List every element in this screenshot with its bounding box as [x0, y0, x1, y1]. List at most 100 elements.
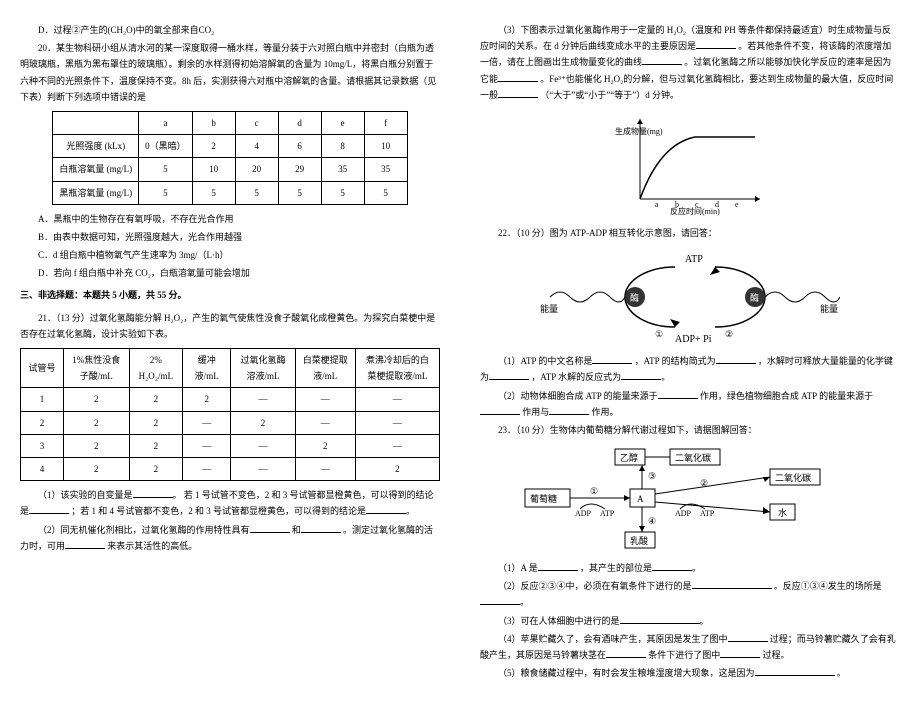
blank	[692, 578, 772, 589]
left-column: D．过程②产生的(CH₂O)中的氧全部来自CO₂ 20．某生物科研小组从清水河的…	[20, 20, 440, 683]
blank	[696, 38, 736, 49]
q23-2: （2）反应②③④中，必须在有氧条件下进行的是 。反应①③④发生的场所是。	[480, 578, 900, 610]
cell: b	[192, 111, 235, 134]
energy-left: 能量	[540, 303, 558, 314]
cell: —	[183, 411, 231, 434]
blank	[642, 54, 682, 65]
q20-b: B．由表中数据可知，光照强度越大，光合作用越强	[20, 229, 440, 245]
atp-label: ATP	[685, 254, 703, 265]
cell: 5	[139, 158, 193, 181]
cell: 10	[364, 135, 407, 158]
atp1: ATP	[600, 509, 615, 518]
text: ；若 1 和 4 号试管都不变色，2 和 3 号试管都显橙黄色，可以得到的结论是	[71, 506, 366, 516]
water: 水	[778, 507, 787, 518]
tick: e	[735, 200, 739, 209]
cell: 29	[278, 158, 321, 181]
cell: 20	[235, 158, 278, 181]
co2-2: 二氧化碳	[775, 472, 811, 483]
blank	[480, 594, 520, 605]
cell: —	[231, 457, 295, 480]
blank	[720, 647, 760, 658]
blank	[65, 538, 105, 549]
saturation-chart: 生成物量(mg) 反应时间(min) a b c d e	[610, 109, 770, 219]
text: （4）苹果贮藏久了，会有酒味产生，其原因是发生了图中	[498, 634, 728, 644]
blank	[250, 522, 290, 533]
cell: —	[183, 434, 231, 457]
text: （“大于”或“小于”“等于”）d 分钟。	[540, 90, 679, 100]
lactic: 乳酸	[630, 535, 648, 546]
blank	[480, 404, 520, 415]
arr2: ②	[700, 478, 708, 488]
blank	[29, 503, 69, 514]
cell: a	[139, 111, 193, 134]
q20-a: A．黑瓶中的生物存在有氧呼吸，不存在光合作用	[20, 211, 440, 227]
cell: —	[295, 411, 355, 434]
cell: 3	[21, 434, 64, 457]
tick: c	[695, 200, 699, 209]
q20-stem: 20．某生物科研小组从清水河的某一深度取得一桶水样，等量分装于六对照白瓶中并密封…	[20, 40, 440, 105]
text: ，ATP 水解的反应式为	[531, 372, 621, 382]
cell: —	[355, 388, 439, 411]
text: 。反应①③④发生的场所是	[774, 581, 882, 591]
blank	[133, 487, 173, 498]
text: （2）动物体细胞合成 ATP 的能量来源于	[498, 391, 658, 401]
q23-5: （5）粮食储藏过程中，有时会发生粮堆湿度增大现象，这是因为 。	[480, 665, 900, 681]
q3: （3）下图表示过氧化氢酶作用于一定量的 H₂O₂（温度和 PH 等条件都保持最适…	[480, 22, 900, 103]
cell: 2	[21, 411, 64, 434]
q22-stem: 22．（10 分）图为 ATP-ADP 相互转化示意图，请回答：	[480, 225, 900, 241]
cell: 1%焦性没食子酸/mL	[64, 349, 130, 388]
cell: —	[295, 388, 355, 411]
option-d-prev: D．过程②产生的(CH₂O)中的氧全部来自CO₂	[20, 22, 440, 38]
text: （1）ATP 的中文名称是	[498, 356, 592, 366]
table-tubes: 试管号 1%焦性没食子酸/mL 2% H₂O₂/mL 缓冲液/mL 过氧化氢酶溶…	[20, 348, 440, 481]
energy-right: 能量	[820, 303, 838, 314]
cell: 2	[64, 434, 130, 457]
q23-stem: 23．（10 分）生物体内葡萄糖分解代谢过程如下，请据图解回答：	[480, 422, 900, 438]
cell: 2	[129, 411, 183, 434]
adp2: ADP	[675, 509, 692, 518]
cell: 2	[129, 388, 183, 411]
cell: 2	[231, 411, 295, 434]
blank	[658, 388, 698, 399]
adp-label: ADP+ Pi	[675, 334, 712, 345]
blank	[549, 404, 589, 415]
cell: f	[364, 111, 407, 134]
text: 作用，绿色植物细胞合成 ATP 的能量来源于	[700, 391, 873, 401]
cell: 黑瓶溶氧量 (mg/L)	[53, 181, 139, 204]
cell: —	[355, 411, 439, 434]
text: ，其产生的部位是	[580, 563, 652, 573]
blank	[652, 560, 692, 571]
cell: 5	[192, 181, 235, 204]
text: 条件下进行了图中	[648, 650, 720, 660]
blank	[301, 522, 341, 533]
glucose-flowchart: 葡萄糖 A 乙醇 二氧化碳 乳酸 二氧化碳 水 ① ③ ② ④ ADP ATP …	[520, 444, 860, 554]
text: 来表示其活性的高低。	[107, 541, 197, 551]
cell: 5	[321, 181, 364, 204]
num1: ①	[655, 329, 663, 339]
cell: 白瓶溶氧量 (mg/L)	[53, 158, 139, 181]
text: 和	[292, 525, 301, 535]
cell: 2	[64, 411, 130, 434]
tick: d	[715, 200, 719, 209]
cell: 35	[321, 158, 364, 181]
cell: 10	[192, 158, 235, 181]
cell: 缓冲液/mL	[183, 349, 231, 388]
cell: —	[183, 457, 231, 480]
cell: 试管号	[21, 349, 64, 388]
q20-d: D．若向 f 组白瓶中补充 CO₂，白瓶溶氧量可能会增加	[20, 265, 440, 281]
q21-2: （2）同无机催化剂相比，过氧化氢酶的作用特性具有 和 。测定过氧化氢酶的活力时，…	[20, 522, 440, 554]
adp1: ADP	[575, 509, 592, 518]
blank	[621, 369, 661, 380]
cell: 2	[129, 434, 183, 457]
q21-stem: 21．（13 分）过氧化氢酶能分解 H₂O₂，产生的氧气使焦性没食子酸氧化成橙黄…	[20, 310, 440, 342]
cell: —	[231, 434, 295, 457]
num2: ②	[725, 329, 733, 339]
node-a: A	[637, 494, 644, 504]
cell: 5	[364, 181, 407, 204]
cell: 煮沸冷却后的白菜梗提取液/mL	[355, 349, 439, 388]
arr4: ④	[648, 516, 656, 526]
cell: 8	[321, 135, 364, 158]
table-light: a b c d e f 光照强度 (kLx) 0（黑暗） 2 4 6 8 10 …	[52, 111, 407, 205]
cell: 2	[355, 457, 439, 480]
cell: 2	[64, 457, 130, 480]
